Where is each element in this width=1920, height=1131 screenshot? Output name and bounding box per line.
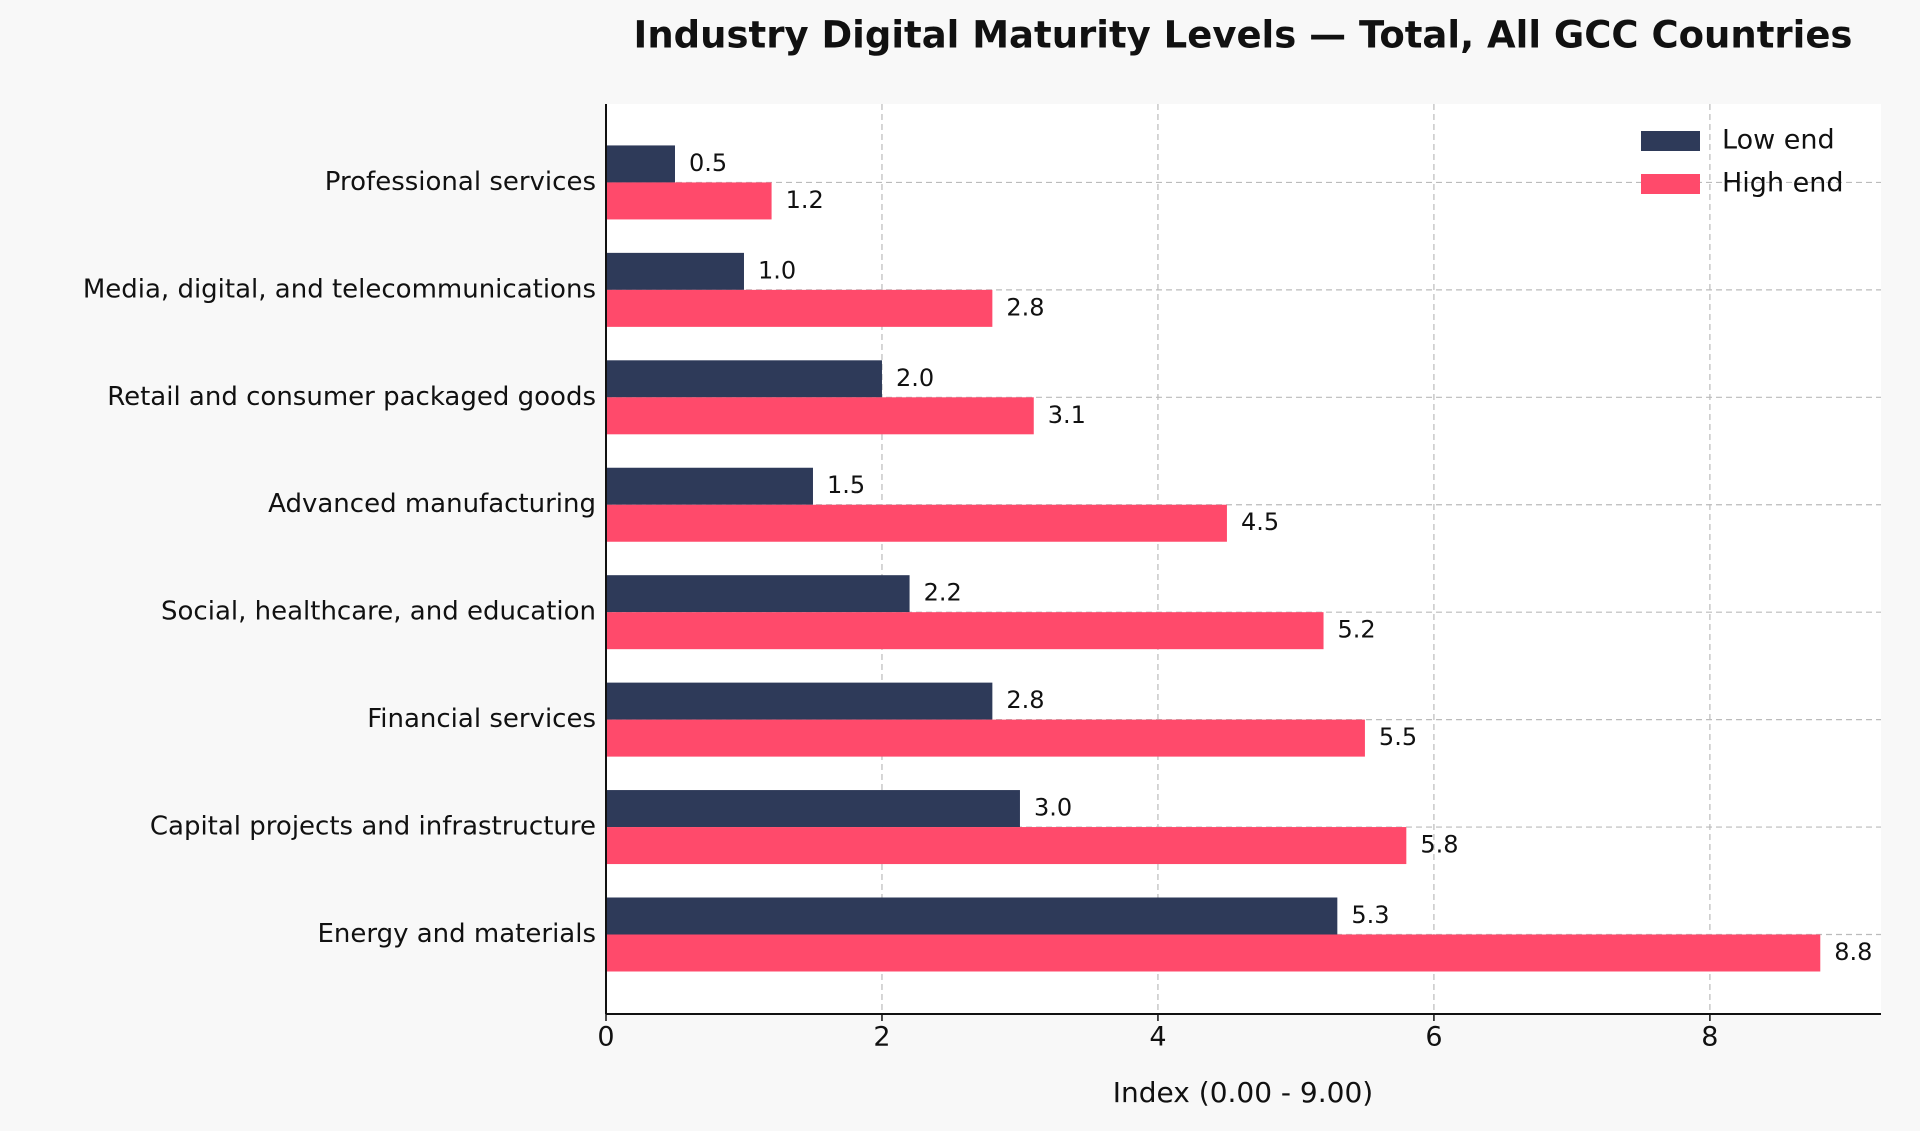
bar <box>606 360 882 398</box>
y-tick-label: Financial services <box>367 704 596 734</box>
y-tick-label: Energy and materials <box>317 919 596 949</box>
data-label: 2.8 <box>1006 686 1044 714</box>
data-label: 1.2 <box>786 186 824 214</box>
data-label: 2.0 <box>896 364 934 392</box>
data-label: 5.5 <box>1379 723 1417 751</box>
bar <box>606 790 1020 828</box>
data-label: 8.8 <box>1834 938 1872 966</box>
data-label: 0.5 <box>689 149 727 177</box>
bar <box>606 289 993 327</box>
bar <box>606 612 1324 650</box>
y-tick-label: Capital projects and infrastructure <box>150 812 596 842</box>
chart-title: Industry Digital Maturity Levels — Total… <box>634 14 1853 57</box>
y-tick-label: Retail and consumer packaged goods <box>107 382 596 412</box>
bar <box>606 719 1365 757</box>
legend-label: Low end <box>1722 125 1835 156</box>
bar <box>606 145 675 183</box>
bar <box>606 575 910 613</box>
bar <box>606 182 772 220</box>
data-label: 4.5 <box>1241 508 1279 536</box>
x-tick-label: 0 <box>597 1022 614 1053</box>
data-label: 3.1 <box>1048 401 1086 429</box>
legend-swatch <box>1641 131 1700 151</box>
bar <box>606 897 1338 935</box>
bar <box>606 397 1034 435</box>
x-axis-label: Index (0.00 - 9.00) <box>1113 1076 1373 1109</box>
bar <box>606 467 813 505</box>
y-tick-label: Professional services <box>325 167 596 197</box>
data-label: 1.0 <box>758 256 796 284</box>
legend-swatch <box>1641 174 1700 194</box>
bar <box>606 504 1227 542</box>
bar <box>606 827 1407 865</box>
data-label: 1.5 <box>827 471 865 499</box>
x-tick-label: 6 <box>1425 1022 1442 1053</box>
y-tick-label: Social, healthcare, and education <box>161 597 596 627</box>
data-label: 5.3 <box>1351 901 1389 929</box>
data-label: 5.2 <box>1338 616 1376 644</box>
y-tick-label: Media, digital, and telecommunications <box>83 274 596 304</box>
legend-label: High end <box>1722 168 1844 199</box>
data-label: 3.0 <box>1034 794 1072 822</box>
y-tick-label: Advanced manufacturing <box>268 489 596 519</box>
data-label: 2.2 <box>924 579 962 607</box>
bar <box>606 682 993 720</box>
x-tick-label: 4 <box>1149 1022 1166 1053</box>
x-tick-label: 2 <box>873 1022 890 1053</box>
plot-area <box>606 104 1881 1014</box>
data-label: 5.8 <box>1420 831 1458 859</box>
x-tick-label: 8 <box>1701 1022 1718 1053</box>
bar <box>606 252 744 290</box>
bar <box>606 934 1821 972</box>
data-label: 2.8 <box>1006 293 1044 321</box>
